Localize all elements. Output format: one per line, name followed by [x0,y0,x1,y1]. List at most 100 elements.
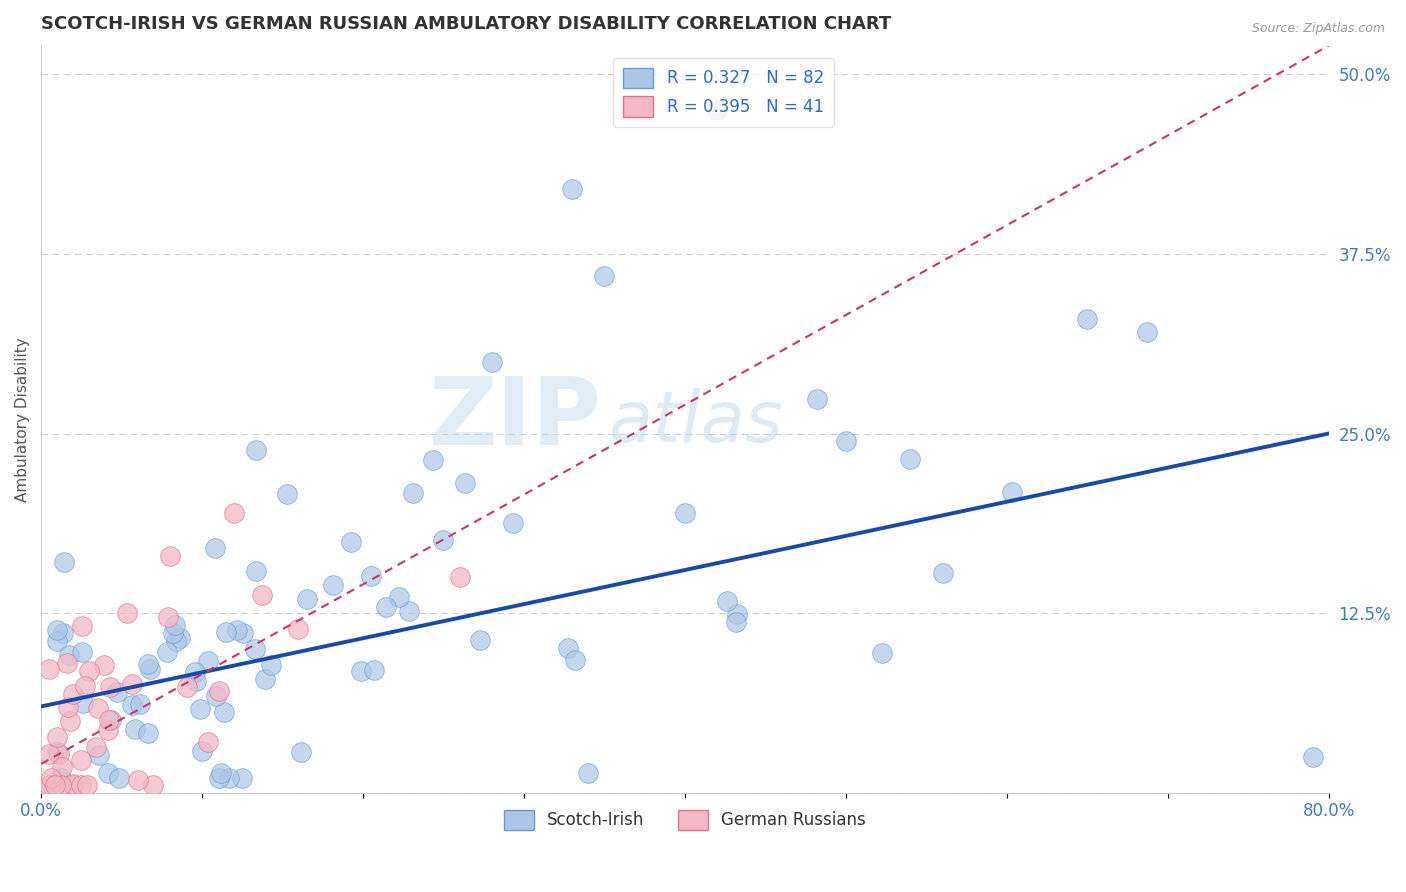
Point [72,619,94,633]
Point [375,599,398,614]
Point [72,696,94,710]
Point [350,664,373,678]
Text: atlas: atlas [607,388,782,458]
Point [454,476,477,491]
Point [165,634,187,648]
Point [46,745,69,759]
Point [215,625,238,640]
Point [98,713,121,727]
Point [593,268,616,283]
Point [322,578,344,592]
Point [98,680,121,694]
Point [87,701,110,715]
Point [46,623,69,637]
Point [835,434,858,448]
Point [79,664,101,678]
Point [169,631,191,645]
Point [724,615,747,629]
Point [363,663,385,677]
Point [46,633,69,648]
Point [402,486,425,500]
Text: ZIP: ZIP [429,373,602,465]
Point [295,591,318,606]
Point [76,779,98,793]
Point [218,772,240,786]
Point [250,589,273,603]
Y-axis label: Ambulatory Disability: Ambulatory Disability [15,337,30,501]
Point [139,662,162,676]
Point [209,766,232,780]
Point [564,653,586,667]
Point [1136,325,1159,339]
Point [124,723,146,737]
Point [93,658,115,673]
Point [706,103,728,118]
Point [121,698,143,713]
Point [232,625,254,640]
Point [287,622,309,636]
Point [898,452,921,467]
Point [156,645,179,659]
Point [38,779,60,793]
Point [38,747,60,761]
Point [432,533,454,547]
Point [557,640,579,655]
Point [58,648,80,662]
Point [449,570,471,584]
Point [245,442,267,457]
Point [62,779,84,793]
Point [188,702,211,716]
Point [117,606,139,620]
Point [260,657,283,672]
Point [231,772,253,786]
Legend: Scotch-Irish, German Russians: Scotch-Irish, German Russians [498,803,873,837]
Point [59,714,82,728]
Point [70,779,93,793]
Point [49,772,72,786]
Text: SCOTCH-IRISH VS GERMAN RUSSIAN AMBULATORY DISABILITY CORRELATION CHART: SCOTCH-IRISH VS GERMAN RUSSIAN AMBULATOR… [41,15,891,33]
Point [87,747,110,762]
Point [224,506,246,520]
Point [1302,749,1324,764]
Point [70,644,93,658]
Point [290,745,312,759]
Point [51,760,73,774]
Point [38,662,60,676]
Point [360,568,382,582]
Point [58,699,80,714]
Point [128,697,150,711]
Point [46,730,69,744]
Point [186,673,208,688]
Point [142,779,165,793]
Point [468,632,491,647]
Point [156,610,179,624]
Point [254,672,277,686]
Point [184,665,207,679]
Point [276,487,298,501]
Point [165,618,187,632]
Point [159,549,181,563]
Point [716,594,738,608]
Point [340,535,363,549]
Point [212,705,235,719]
Point [806,392,828,407]
Point [136,726,159,740]
Point [41,771,63,785]
Point [52,626,75,640]
Point [55,656,77,670]
Point [197,735,219,749]
Point [136,657,159,672]
Point [225,623,247,637]
Point [502,516,524,530]
Point [1076,311,1098,326]
Point [870,646,893,660]
Point [105,684,128,698]
Point [162,626,184,640]
Point [673,506,696,520]
Point [1001,485,1024,500]
Point [97,723,120,737]
Point [127,773,149,788]
Point [73,679,96,693]
Point [107,772,129,786]
Point [121,677,143,691]
